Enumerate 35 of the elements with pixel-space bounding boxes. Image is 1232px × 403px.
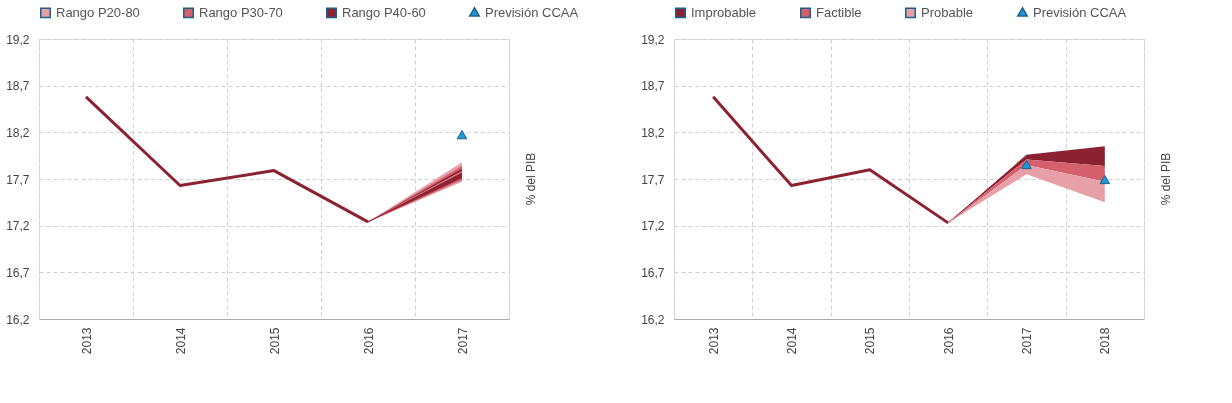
legend-label: Previsión CCAA <box>1033 5 1127 21</box>
y-tick-label: 18,7 <box>641 79 665 94</box>
y-tick-label: 16,2 <box>641 312 665 327</box>
x-tick-label: 2014 <box>785 327 799 355</box>
legend-label: Rango P30-70 <box>199 4 283 20</box>
y-tick-label: 17,7 <box>6 172 30 187</box>
y-tick-label: 17,7 <box>641 172 665 187</box>
legend-label: Factible <box>816 4 862 20</box>
legend-label: Rango P40-60 <box>342 4 426 20</box>
y-tick-label: 16,7 <box>641 265 665 280</box>
y-axis-title: % del PIB <box>1159 152 1173 206</box>
x-tick-label: 2014 <box>173 327 188 355</box>
x-tick-label: 2015 <box>863 327 878 355</box>
x-tick-label: 2015 <box>267 327 282 355</box>
x-tick-label: 2017 <box>455 327 470 355</box>
legend-label: Improbable <box>691 4 757 20</box>
y-tick-label: 18,2 <box>6 125 30 140</box>
x-tick-label: 2018 <box>1098 327 1113 355</box>
y-tick-label: 19,2 <box>641 32 665 47</box>
x-tick-label: 2013 <box>79 327 94 355</box>
x-tick-label: 2016 <box>361 327 376 355</box>
y-tick-label: 17,2 <box>6 219 30 234</box>
legend-label: Previsión CCAA <box>485 5 579 21</box>
x-tick-label: 2013 <box>706 327 721 355</box>
x-tick-label: 2016 <box>941 327 956 355</box>
legend-label: Rango P20-80 <box>56 4 140 20</box>
y-tick-label: 17,2 <box>641 219 665 234</box>
x-tick-label: 2017 <box>1020 327 1034 355</box>
y-tick-label: 19,2 <box>6 32 30 47</box>
y-axis-title: % del PIB <box>524 152 538 206</box>
y-tick-label: 16,7 <box>6 265 30 280</box>
y-tick-label: 18,7 <box>6 79 30 94</box>
y-tick-label: 18,2 <box>641 125 665 140</box>
y-tick-label: 16,2 <box>6 312 30 327</box>
legend-label: Probable <box>921 4 974 20</box>
